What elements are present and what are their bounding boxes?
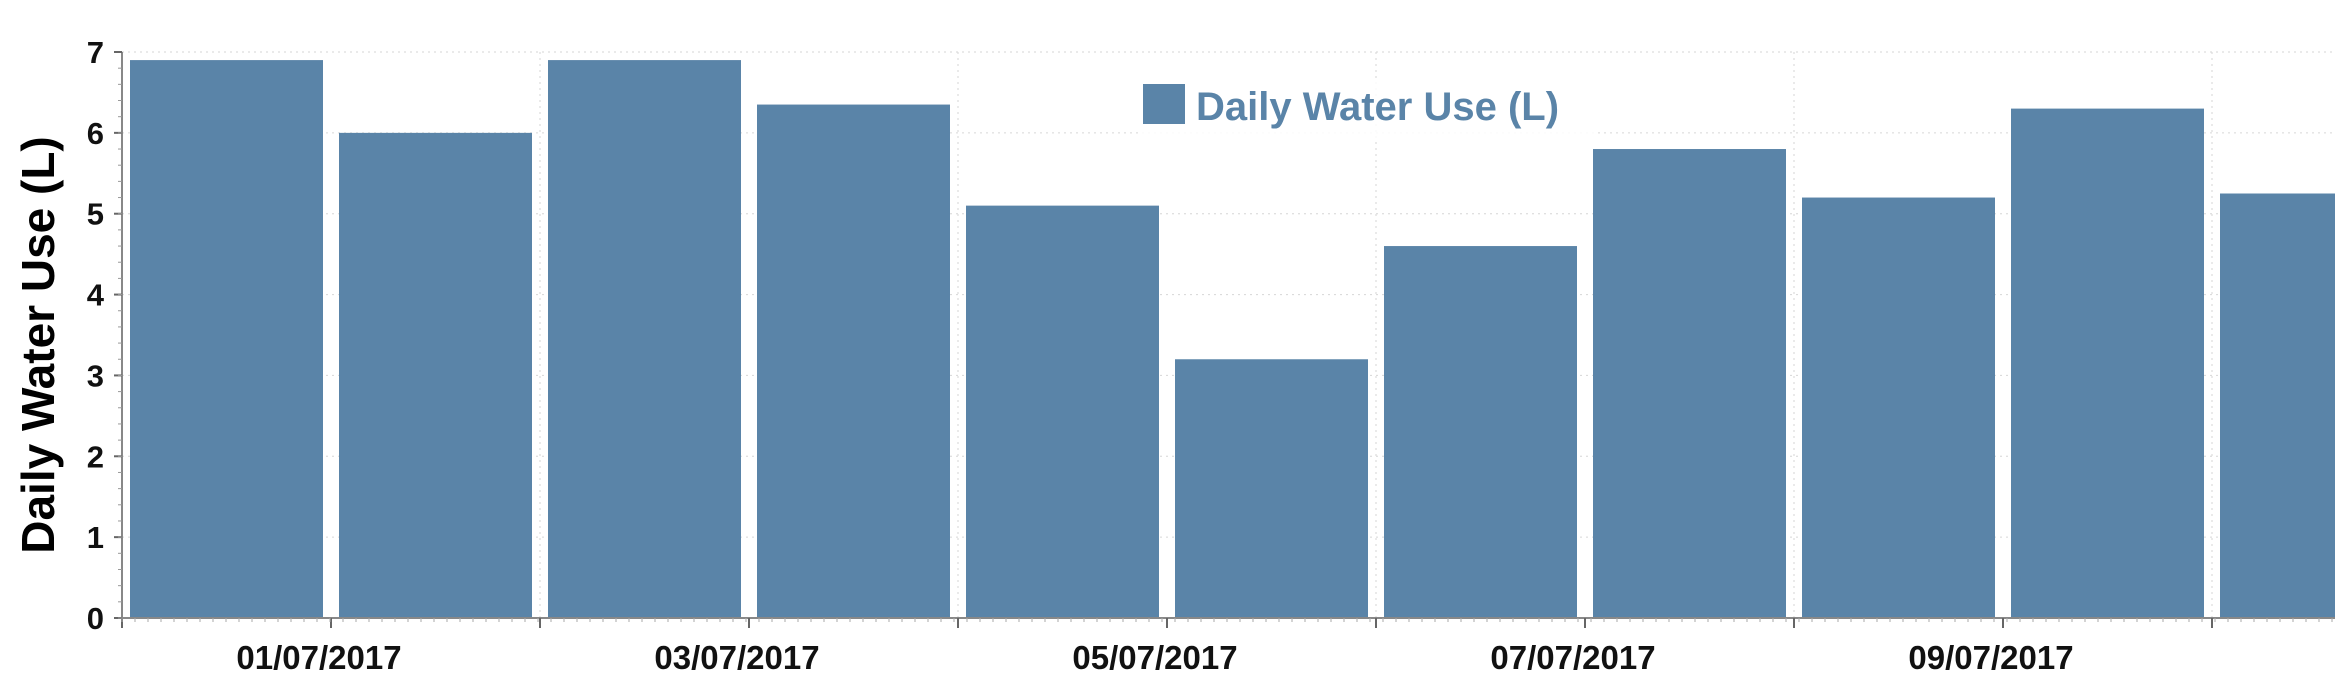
- bar: [1802, 197, 1995, 619]
- y-tick-label: 3: [87, 358, 104, 393]
- ticks: [114, 51, 2333, 628]
- y-axis-label: Daily Water Use (L): [12, 136, 64, 554]
- y-tick-label: 4: [87, 278, 105, 313]
- bar: [548, 60, 741, 619]
- y-tick-label: 0: [87, 601, 104, 636]
- y-tick-labels: 0 1 2 3 4 5 6 7: [87, 35, 105, 636]
- bar: [1384, 246, 1577, 619]
- y-tick-label: 2: [87, 439, 104, 474]
- bar: [2220, 193, 2335, 618]
- x-tick-label: 05/07/2017: [1072, 639, 1237, 676]
- bar: [757, 104, 950, 619]
- x-tick-label: 09/07/2017: [1908, 639, 2073, 676]
- legend-label: Daily Water Use (L): [1196, 85, 1559, 129]
- bar: [130, 60, 323, 619]
- bar: [1175, 359, 1368, 618]
- bar: [339, 132, 532, 618]
- legend: Daily Water Use (L): [1140, 78, 1596, 138]
- legend-box: [1140, 78, 1596, 138]
- x-tick-label: 03/07/2017: [654, 639, 819, 676]
- y-tick-label: 7: [87, 35, 104, 70]
- bar: [966, 205, 1159, 618]
- y-tick-label: 1: [87, 520, 104, 555]
- y-tick-label: 6: [87, 116, 104, 151]
- y-tick-label: 5: [87, 197, 104, 232]
- x-tick-labels: 01/07/2017 03/07/2017 05/07/2017 07/07/2017…: [236, 639, 2073, 676]
- x-tick-label: 07/07/2017: [1490, 639, 1655, 676]
- bars: [130, 60, 2335, 619]
- bar: [2011, 108, 2204, 618]
- legend-swatch: [1143, 84, 1185, 124]
- x-tick-label: 01/07/2017: [236, 639, 401, 676]
- axes: [121, 52, 2335, 619]
- bar: [1593, 149, 1786, 618]
- gridlines: [122, 51, 2335, 618]
